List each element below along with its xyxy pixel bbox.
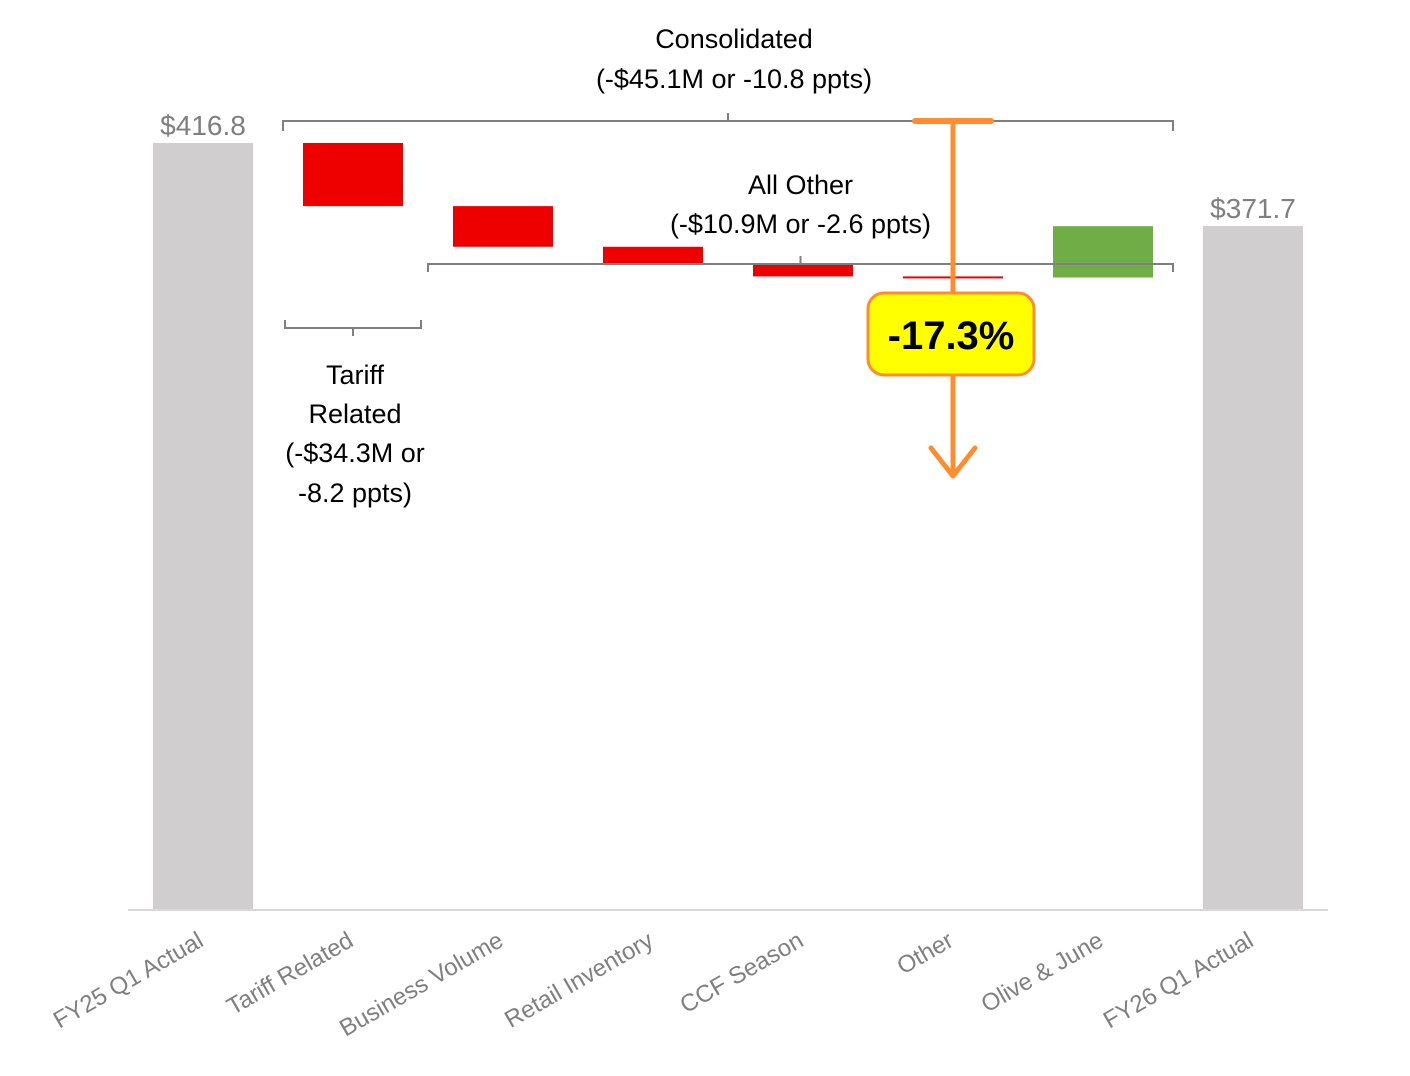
bars-layer xyxy=(153,143,1303,910)
tariff-annotation-line: Related xyxy=(308,399,401,429)
bar-business-volume xyxy=(453,206,553,247)
x-tick-label: Olive & June xyxy=(977,927,1108,1018)
start-value-label: $416.8 xyxy=(160,110,246,141)
x-tick-label: FY25 Q1 Actual xyxy=(49,927,208,1034)
consolidated-bracket xyxy=(282,113,1174,131)
x-tick-label: Tariff Related xyxy=(222,927,358,1021)
consolidated-title: Consolidated xyxy=(655,24,813,54)
consolidated-annotation: Consolidated (-$45.1M or -10.8 ppts) xyxy=(282,24,1174,131)
end-value-label: $371.7 xyxy=(1210,193,1296,224)
bar-ccf-season xyxy=(753,263,853,277)
bar-olive-june xyxy=(1053,226,1153,278)
callout-text: -17.3% xyxy=(888,314,1015,358)
x-tick-label: Business Volume xyxy=(335,927,508,1042)
tariff-annotation-line: (-$34.3M or xyxy=(285,438,425,468)
decline-callout: -17.3% xyxy=(866,118,1036,479)
bar-total-end xyxy=(1203,225,1303,910)
tariff-annotation: Tariff Related (-$34.3M or -8.2 ppts) xyxy=(284,320,425,508)
bar-retail-inventory xyxy=(603,246,703,264)
all-other-title: All Other xyxy=(748,170,853,200)
tariff-annotation-line: Tariff xyxy=(326,360,385,390)
x-tick-label: FY26 Q1 Actual xyxy=(1099,927,1258,1034)
callout-box xyxy=(866,291,1036,377)
all-other-annotation: All Other (-$10.9M or -2.6 ppts) xyxy=(427,170,1174,272)
tariff-annotation-line: -8.2 ppts) xyxy=(298,478,412,508)
bar-tariff-related xyxy=(303,143,403,207)
arrow-down-icon xyxy=(928,445,978,479)
bar-total-start xyxy=(153,143,253,910)
x-tick-label: Retail Inventory xyxy=(500,927,658,1034)
all-other-detail: (-$10.9M or -2.6 ppts) xyxy=(670,209,931,239)
consolidated-detail: (-$45.1M or -10.8 ppts) xyxy=(596,64,872,94)
tariff-bracket xyxy=(284,320,422,336)
x-tick-label: Other xyxy=(893,927,958,980)
x-tick-label: CCF Season xyxy=(676,927,808,1019)
value-labels-layer: $416.8 $371.7 xyxy=(160,110,1296,224)
all-other-bracket xyxy=(427,256,1174,272)
